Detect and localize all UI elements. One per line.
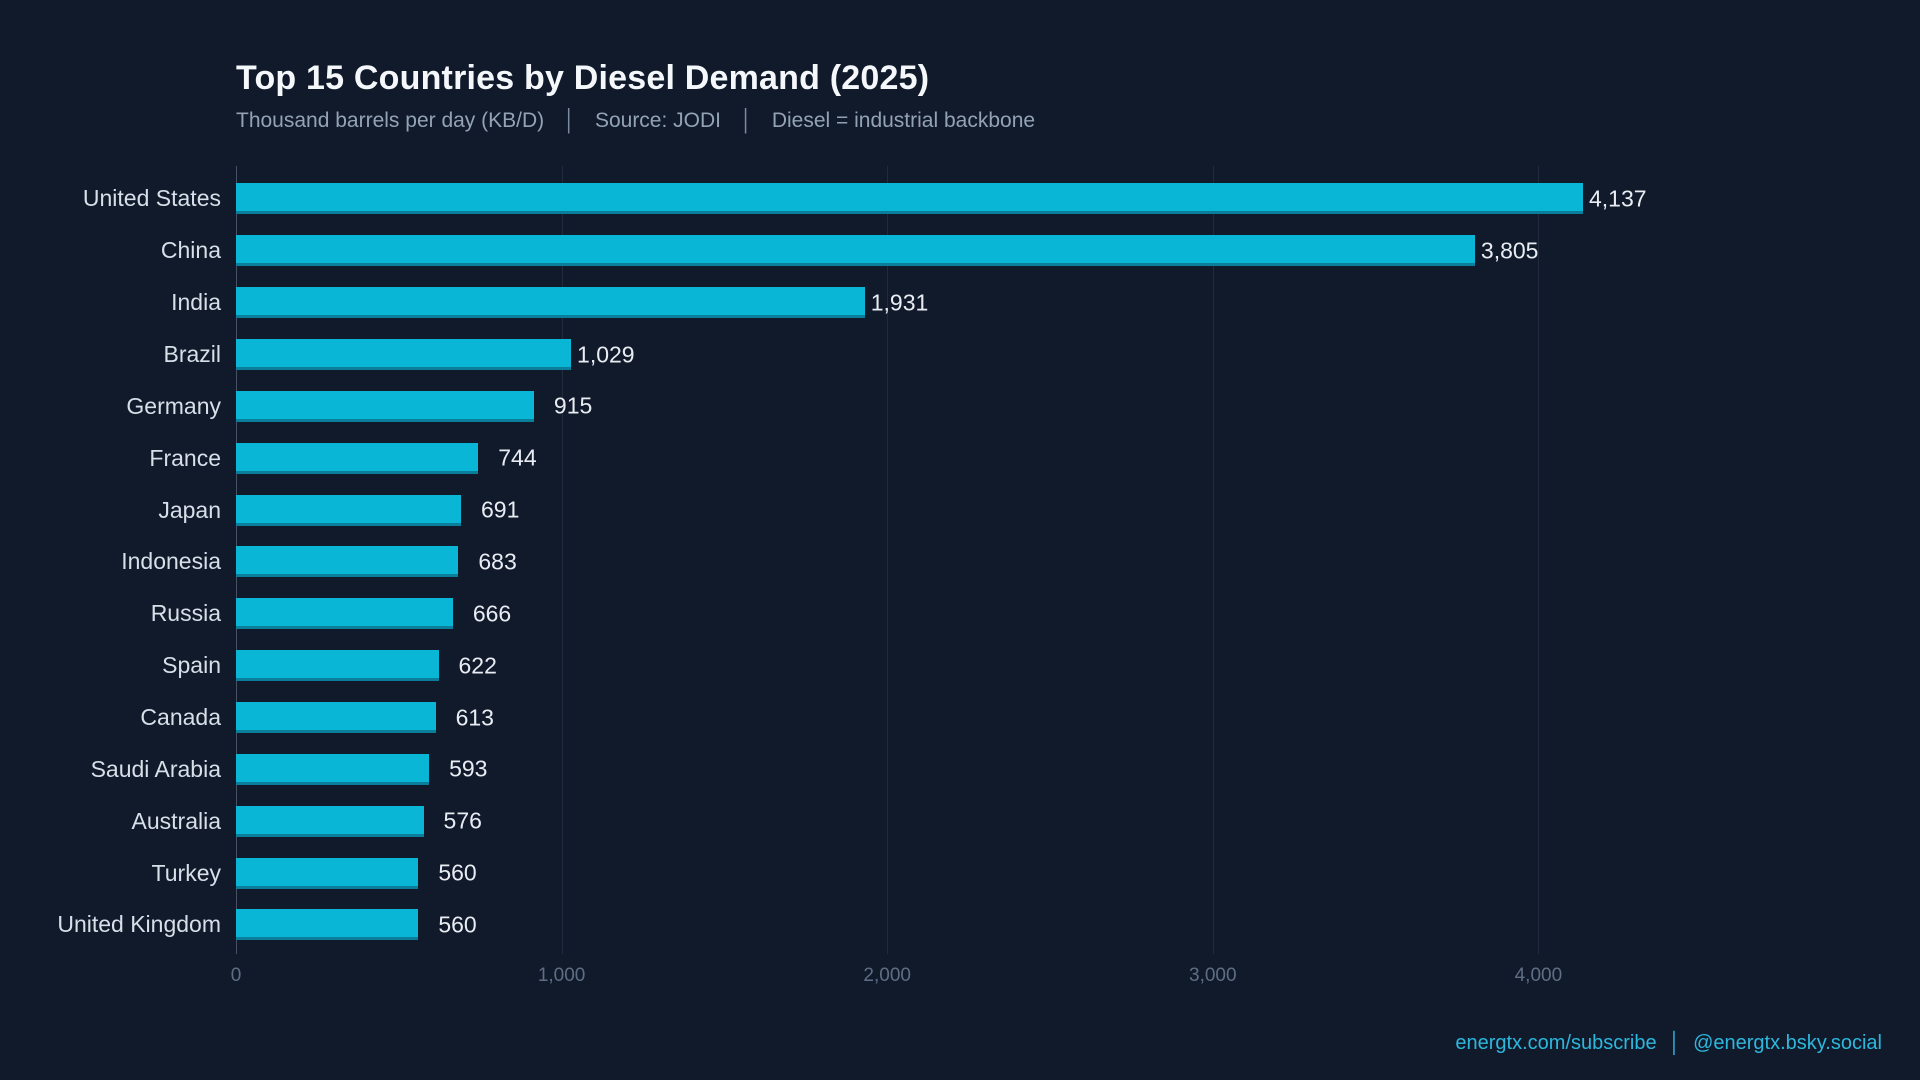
value-label: 613 <box>455 704 494 731</box>
bar-row: United Kingdom 560 <box>0 899 1920 951</box>
category-label: Japan <box>158 496 221 523</box>
bar-track: 4,137 <box>236 183 1920 215</box>
value-label: 4,137 <box>1589 185 1647 212</box>
subtitle-source: Source: JODI <box>594 109 721 132</box>
bar-row: Germany 915 <box>0 380 1920 432</box>
category-label: United States <box>82 185 221 212</box>
bar-track: 593 <box>236 753 1920 785</box>
bar-row: Russia 666 <box>0 588 1920 640</box>
category-label: Saudi Arabia <box>90 755 221 782</box>
bar <box>236 339 572 370</box>
bar <box>236 598 453 630</box>
bar-track: 560 <box>236 909 1920 941</box>
category-label: Russia <box>150 600 221 627</box>
footer: energtx.com/subscribe │ @energtx.bsky.soci… <box>1455 1030 1882 1056</box>
bar-row: Canada 613 <box>0 692 1920 744</box>
bar-track: 3,805 <box>236 235 1920 267</box>
category-label: Australia <box>131 807 221 834</box>
category-label: Germany <box>126 392 221 419</box>
bar <box>236 805 424 837</box>
subtitle-note: Diesel = industrial backbone <box>771 109 1036 132</box>
chart-title: Top 15 Countries by Diesel Demand (2025) <box>236 59 930 97</box>
bar-track: 744 <box>236 442 1920 474</box>
bar-row: Spain 622 <box>0 640 1920 692</box>
bar-row: Japan 691 <box>0 484 1920 536</box>
value-label: 593 <box>449 755 488 782</box>
bar-row: Brazil 1,029 <box>0 329 1920 381</box>
x-tick-label: 2,000 <box>863 965 911 986</box>
bar <box>236 442 479 474</box>
bar <box>236 650 439 682</box>
chart-subtitle: Thousand barrels per day (KB/D) │ Source… <box>236 107 1035 135</box>
bar-track: 666 <box>236 598 1920 630</box>
category-label: France <box>149 444 221 471</box>
category-label: United Kingdom <box>57 911 221 938</box>
subtitle-units: Thousand barrels per day (KB/D) <box>236 109 545 132</box>
bar <box>236 702 436 734</box>
bar-track: 915 <box>236 390 1920 422</box>
bar-row: Australia 576 <box>0 795 1920 847</box>
category-label: India <box>171 289 221 316</box>
bar-row: Indonesia 683 <box>0 536 1920 588</box>
bar <box>236 857 419 889</box>
bar-track: 622 <box>236 650 1920 682</box>
category-label: Indonesia <box>121 548 221 575</box>
value-label: 622 <box>458 652 497 679</box>
bar <box>236 287 865 319</box>
plot-area: United States 4,137 China 3,805 India 1,… <box>0 166 1920 956</box>
footer-social-handle[interactable]: @energtx.bsky.social <box>1693 1032 1882 1054</box>
value-label: 691 <box>480 496 520 523</box>
bar <box>236 494 461 526</box>
category-label: Spain <box>162 652 221 679</box>
bar-row: Saudi Arabia 593 <box>0 743 1920 795</box>
subtitle-separator: │ <box>739 109 753 132</box>
footer-subscribe-link[interactable]: energtx.com/subscribe <box>1455 1032 1657 1054</box>
value-label: 744 <box>498 444 537 471</box>
value-label: 560 <box>438 911 477 938</box>
bar-track: 1,931 <box>236 287 1920 319</box>
bar-track: 691 <box>236 494 1920 526</box>
footer-separator: │ <box>1668 1032 1682 1054</box>
x-tick-label: 1,000 <box>537 965 586 986</box>
value-label: 576 <box>443 807 482 834</box>
x-tick-label: 4,000 <box>1514 965 1563 986</box>
x-axis-ticks: 0 1,000 2,000 3,000 4,000 <box>231 964 1636 994</box>
chart-header: Top 15 Countries by Diesel Demand (2025)… <box>236 58 1035 135</box>
category-label: China <box>160 237 221 264</box>
bar-track: 576 <box>236 805 1920 837</box>
subtitle-separator: │ <box>562 109 577 132</box>
bar-row: United States 4,137 <box>0 173 1920 225</box>
value-label: 683 <box>478 548 517 575</box>
value-label: 666 <box>472 600 512 627</box>
value-label: 1,931 <box>870 289 929 316</box>
bar <box>236 235 1475 267</box>
bar <box>236 546 459 578</box>
bar <box>236 909 419 941</box>
category-label: Turkey <box>151 859 221 886</box>
bar <box>236 183 1583 215</box>
bar <box>236 753 430 785</box>
bar-track: 683 <box>236 546 1920 578</box>
bar-row: France 744 <box>0 432 1920 484</box>
bar-row: Turkey 560 <box>0 847 1920 899</box>
bar-track: 560 <box>236 857 1920 889</box>
bar-row: China 3,805 <box>0 225 1920 277</box>
value-label: 3,805 <box>1480 237 1539 264</box>
category-label: Canada <box>140 704 221 731</box>
x-tick-label: 3,000 <box>1189 965 1237 986</box>
x-tick-label: 0 <box>230 965 242 986</box>
bar-track: 613 <box>236 702 1920 734</box>
bar-track: 1,029 <box>236 339 1920 370</box>
value-label: 915 <box>553 392 593 419</box>
bar-rows: United States 4,137 China 3,805 India 1,… <box>0 173 1920 951</box>
bar <box>236 390 534 422</box>
value-label: 560 <box>438 859 477 886</box>
bar-row: India 1,931 <box>0 277 1920 329</box>
category-label: Brazil <box>163 341 221 367</box>
value-label: 1,029 <box>577 341 635 367</box>
